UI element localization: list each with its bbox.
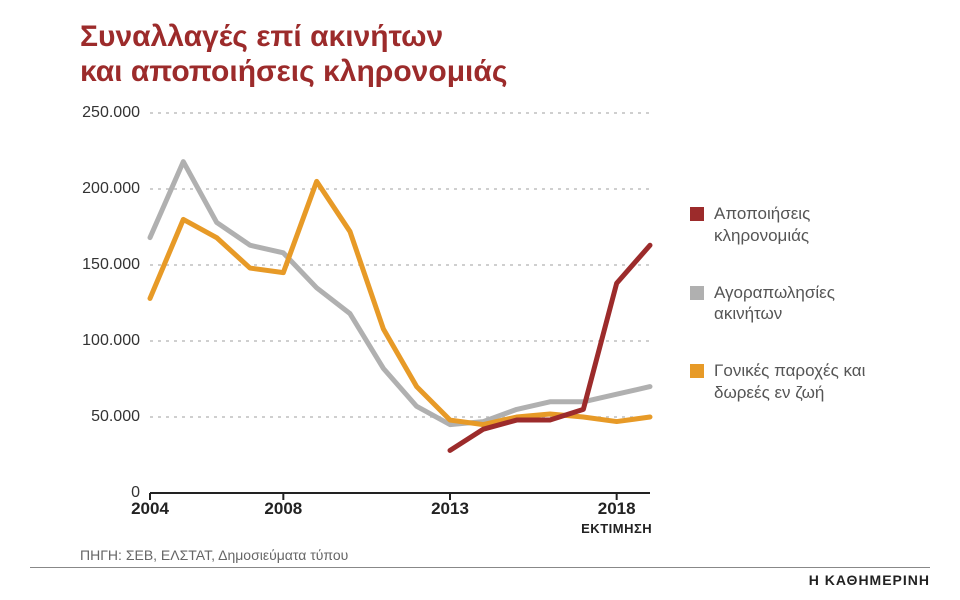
source-text: ΠΗΓΗ: ΣΕΒ, ΕΛΣΤΑΤ, Δημοσιεύματα τύπου: [80, 547, 930, 563]
x-tick-label: 2018: [598, 499, 636, 519]
publication-credit: Η ΚΑΘΗΜΕΡΙΝΗ: [809, 572, 930, 588]
legend-item: Αποποιήσεις κληρονομιάς: [690, 203, 890, 246]
y-tick-label: 50.000: [91, 408, 140, 426]
y-tick-label: 100.000: [82, 332, 140, 350]
legend-item: Αγοραπωλησίες ακινήτων: [690, 282, 890, 325]
y-tick-label: 250.000: [82, 104, 140, 122]
legend-swatch: [690, 207, 704, 221]
y-axis-labels: 050.000100.000150.000200.000250.000: [80, 113, 150, 493]
legend-label: Αγοραπωλησίες ακινήτων: [714, 282, 890, 325]
chart-area: 050.000100.000150.000200.000250.000 Αποπ…: [80, 113, 930, 493]
x-estimate-label: ΕΚΤΙΜΗΣΗ: [581, 521, 652, 536]
legend-item: Γονικές παροχές και δωρεές εν ζωή: [690, 360, 890, 403]
x-axis-labels: 2004200820132018ΕΚΤΙΜΗΣΗ: [150, 493, 650, 541]
chart-title: Συναλλαγές επί ακινήτων και αποποιήσεις …: [80, 20, 930, 89]
legend-swatch: [690, 286, 704, 300]
legend: Αποποιήσεις κληρονομιάς Αγοραπωλησίες ακι…: [650, 113, 890, 493]
legend-label: Γονικές παροχές και δωρεές εν ζωή: [714, 360, 890, 403]
title-line-2: και αποποιήσεις κληρονομιάς: [80, 55, 507, 88]
x-tick-label: 2004: [131, 499, 169, 519]
title-line-1: Συναλλαγές επί ακινήτων: [80, 20, 443, 53]
y-tick-label: 150.000: [82, 256, 140, 274]
plot-area: [150, 113, 650, 493]
legend-swatch: [690, 364, 704, 378]
bottom-divider: [30, 567, 930, 568]
legend-label: Αποποιήσεις κληρονομιάς: [714, 203, 890, 246]
y-tick-label: 200.000: [82, 180, 140, 198]
x-tick-label: 2013: [431, 499, 469, 519]
x-tick-label: 2008: [264, 499, 302, 519]
